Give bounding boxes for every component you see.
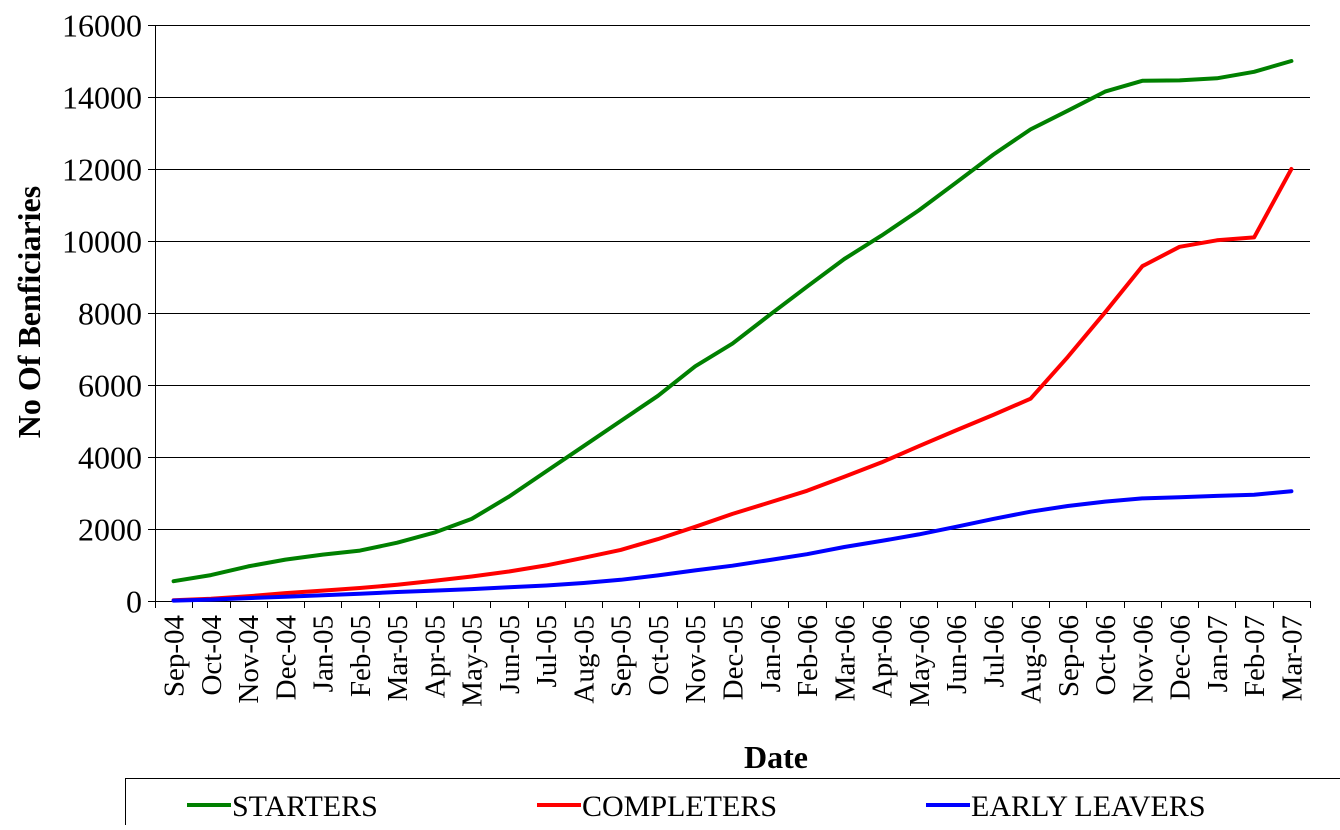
x-tick-label: Jun-05 <box>494 615 526 694</box>
series-line-early-leavers <box>174 491 1292 600</box>
x-tick-label: Dec-06 <box>1165 615 1197 700</box>
x-tick-label: Mar-06 <box>829 615 861 701</box>
x-tick-label: Aug-06 <box>1016 615 1048 704</box>
y-tick-label: 8000 <box>78 296 142 332</box>
gridlines <box>155 26 1310 530</box>
y-tick-label: 4000 <box>78 440 142 476</box>
x-tick-label: May-06 <box>904 615 936 707</box>
x-tick-label: Feb-07 <box>1239 615 1271 697</box>
legend-label-starters: STARTERS <box>232 790 378 823</box>
x-tick-label: Jul-05 <box>531 615 563 688</box>
x-tick-label: Jan-06 <box>755 615 787 692</box>
x-tick-label: Nov-04 <box>233 615 265 704</box>
x-tick-label: Apr-05 <box>419 615 451 698</box>
x-tick-label: Jan-07 <box>1202 615 1234 692</box>
y-tick-label: 0 <box>126 584 142 620</box>
x-axis-title: Date <box>744 739 808 775</box>
x-tick-label: Oct-06 <box>1090 615 1122 696</box>
y-tick-label: 16000 <box>62 8 142 44</box>
x-tick-label: Jan-05 <box>308 615 340 692</box>
series-lines <box>174 61 1292 601</box>
y-tick-label: 10000 <box>62 224 142 260</box>
x-tick-label: Mar-05 <box>382 615 414 701</box>
series-line-completers <box>174 169 1292 600</box>
y-tick-label: 2000 <box>78 512 142 548</box>
x-tick-label: Sep-06 <box>1053 615 1085 697</box>
x-tick-label: Feb-06 <box>792 615 824 697</box>
y-tick-label: 6000 <box>78 368 142 404</box>
x-tick-label: Aug-05 <box>568 615 600 704</box>
x-tick-label: Dec-04 <box>270 615 302 701</box>
x-tick-label: Sep-05 <box>606 615 638 697</box>
x-tick-label: Sep-04 <box>159 615 191 698</box>
x-tick-label: Apr-06 <box>867 615 899 698</box>
y-tick-label: 12000 <box>62 152 142 188</box>
series-line-starters <box>174 61 1292 581</box>
x-tick-label: Mar-07 <box>1276 615 1308 701</box>
axes <box>148 25 1311 608</box>
x-tick-label: Jun-06 <box>941 615 973 694</box>
x-tick-label: Jul-06 <box>978 615 1010 688</box>
x-tick-label: Nov-06 <box>1127 615 1159 704</box>
y-tick-label: 14000 <box>62 80 142 116</box>
x-tick-label: May-05 <box>457 615 489 707</box>
x-tick-label: Oct-05 <box>643 615 675 696</box>
x-tick-label: Feb-05 <box>345 615 377 697</box>
x-tick-label: Oct-04 <box>196 615 228 696</box>
y-axis-title: No Of Benficiaries <box>11 186 47 438</box>
x-tick-label: Nov-05 <box>680 615 712 704</box>
y-tick-labels: 0 2000 4000 6000 8000 10000 12000 14000 16000 <box>62 8 142 620</box>
legend: STARTERS COMPLETERS EARLY LEAVERS <box>126 778 1340 825</box>
x-tick-label: Dec-05 <box>718 615 750 700</box>
legend-label-completers: COMPLETERS <box>582 790 777 823</box>
legend-items: STARTERS COMPLETERS EARLY LEAVERS <box>187 790 1206 823</box>
legend-label-early-leavers: EARLY LEAVERS <box>971 790 1206 823</box>
